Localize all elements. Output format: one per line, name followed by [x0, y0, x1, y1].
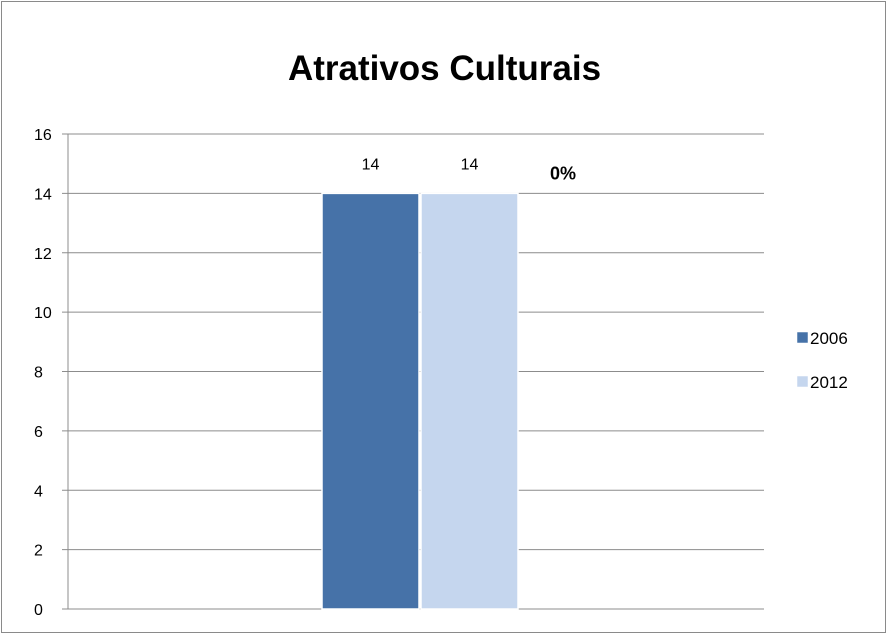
legend-label-2012: 2012	[810, 373, 848, 392]
legend-swatch-2012	[796, 375, 809, 388]
y-tick-label: 14	[34, 186, 52, 203]
y-tick-label: 12	[34, 246, 52, 263]
data-label-2006: 14	[362, 156, 380, 173]
data-label-2012: 14	[461, 156, 479, 173]
chart-title: Atrativos Culturais	[287, 49, 602, 88]
change-annotation: 0%	[550, 163, 576, 183]
y-tick-label: 10	[34, 305, 52, 322]
y-tick-label: 4	[34, 483, 43, 500]
y-tick-label: 16	[34, 127, 52, 144]
legend-swatch-2006	[796, 331, 809, 344]
y-tick-label: 6	[34, 424, 43, 441]
bar-2006	[321, 192, 420, 610]
legend-label-2006: 2006	[810, 329, 848, 348]
y-tick-label: 2	[34, 543, 43, 560]
y-tick-label: 8	[34, 365, 43, 382]
y-tick-label: 0	[34, 602, 43, 619]
bar-2012	[420, 192, 519, 610]
